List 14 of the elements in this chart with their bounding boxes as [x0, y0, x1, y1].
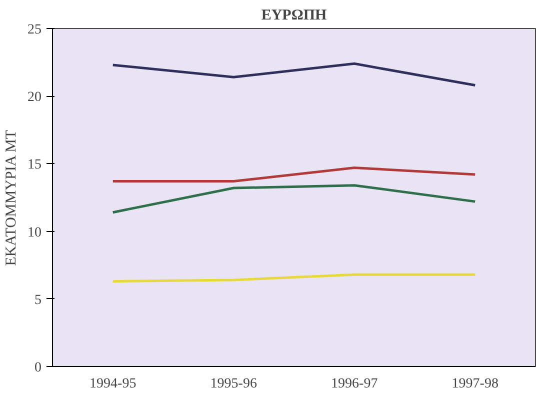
y-tick-label: 0	[34, 360, 42, 376]
x-tick-label: 1997-98	[452, 376, 498, 392]
x-tick-label: 1995-96	[210, 376, 257, 392]
x-tick-label: 1994-95	[90, 376, 136, 392]
x-tick-label: 1996-97	[331, 376, 378, 392]
y-tick-label: 10	[28, 225, 42, 240]
chart-title: ΕΥΡΩΠΗ	[261, 8, 328, 24]
y-axis-title: ΕΚΑΤΟΜΜΥΡΙΑ ΜΤ	[4, 130, 20, 266]
y-tick-label: 25	[28, 22, 42, 38]
line-series	[112, 184, 476, 214]
y-tick-label: 15	[28, 158, 42, 173]
y-tick-label: 20	[28, 90, 42, 106]
y-tick-label: 5	[34, 292, 42, 308]
line-series	[112, 62, 476, 87]
